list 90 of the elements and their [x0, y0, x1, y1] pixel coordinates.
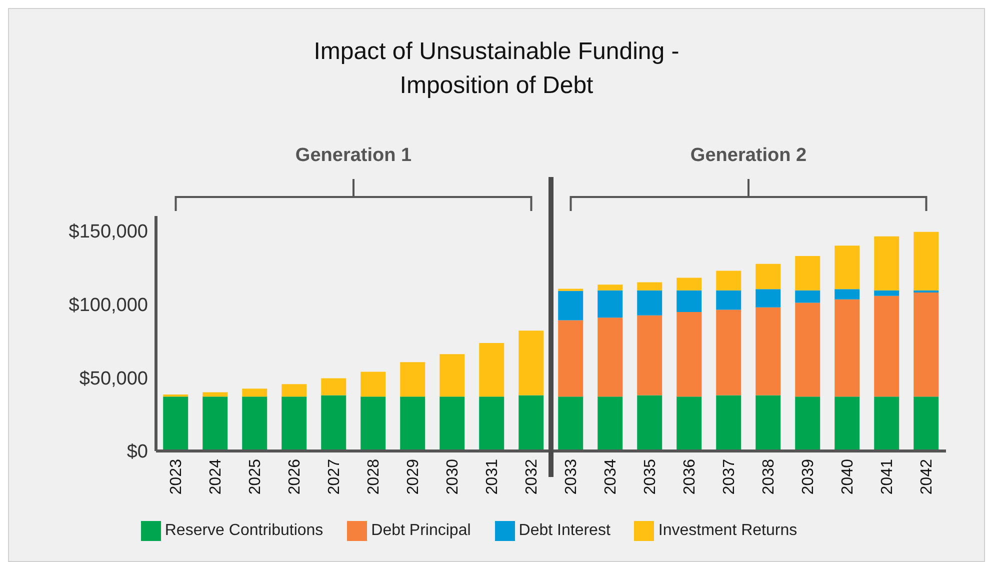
bar [676, 396, 702, 451]
x-tick-label: 2037 [721, 458, 738, 495]
bar [242, 396, 268, 451]
legend-label: Debt Interest [518, 522, 610, 540]
bar [637, 282, 662, 290]
bar [558, 396, 584, 451]
bar [400, 396, 426, 451]
y-tick-label: $0 [126, 442, 148, 463]
bar [676, 312, 702, 397]
bar [440, 396, 465, 451]
bar [795, 256, 820, 290]
y-tick-label: $150,000 [68, 221, 148, 242]
bar [716, 395, 742, 451]
bar [716, 310, 742, 396]
bar [400, 362, 426, 397]
x-tick-label: 2041 [879, 458, 896, 495]
bar [874, 236, 900, 290]
x-tick-label: 2034 [602, 458, 620, 495]
bar [202, 396, 228, 451]
bar [716, 290, 742, 310]
bar [360, 396, 386, 451]
bar [914, 292, 939, 397]
bar [756, 264, 781, 290]
bar [637, 315, 662, 396]
bar [874, 296, 900, 397]
x-tick-label: 2029 [405, 458, 422, 495]
bar [795, 302, 820, 397]
bar [598, 284, 623, 290]
text: Generation 1 [295, 145, 412, 166]
x-tick-label: 2030 [444, 458, 462, 495]
bar [756, 289, 781, 308]
bar [834, 246, 860, 290]
bar [756, 307, 781, 396]
x-tick-label: 2033 [563, 458, 580, 495]
x-tick-label: 2023 [168, 458, 186, 495]
bar [202, 392, 228, 397]
bar [676, 290, 702, 312]
bar [518, 395, 544, 451]
bar [795, 396, 820, 451]
x-tick-label: 2025 [247, 458, 264, 495]
x-tick-label: 2026 [286, 458, 304, 495]
bar [834, 299, 860, 397]
bar [795, 290, 820, 303]
bar [321, 395, 346, 451]
bar [321, 378, 346, 396]
bar [479, 343, 504, 397]
x-tick-label: 2038 [760, 458, 778, 495]
y-tick-label: $100,000 [68, 294, 148, 316]
bar [914, 396, 939, 451]
bar [598, 290, 623, 318]
text: Generation 2 [690, 145, 807, 166]
bar [914, 232, 939, 290]
bar [282, 396, 307, 451]
bar [874, 396, 900, 451]
x-tick-label: 2042 [918, 458, 936, 495]
bar [440, 354, 465, 397]
x-tick-label: 2031 [484, 458, 502, 495]
x-tick-label: 2036 [682, 458, 699, 495]
x-tick-label: 2039 [800, 458, 818, 495]
bar [914, 290, 939, 293]
legend-label: Reserve Contributions [164, 522, 324, 540]
chart-title: Impact of Unsustainable Funding - Imposition of Debt [312, 37, 680, 101]
x-tick-label: 2040 [840, 458, 857, 495]
bar [163, 394, 188, 397]
legend-label: Investment Returns [658, 522, 798, 540]
bar [163, 396, 188, 451]
bar [598, 396, 623, 451]
x-tick-label: 2024 [208, 458, 225, 495]
bar [558, 290, 584, 320]
bar [282, 384, 307, 397]
x-tick-label: 2027 [326, 458, 344, 495]
bar [558, 320, 584, 397]
bar [756, 395, 781, 451]
bar [242, 388, 268, 397]
bar [598, 318, 623, 397]
bar [676, 278, 702, 290]
bar [518, 330, 544, 396]
bar [874, 290, 900, 296]
x-tick-label: 2035 [642, 458, 660, 495]
bar [834, 396, 860, 451]
bar [479, 396, 504, 451]
x-tick-label: 2032 [524, 458, 541, 495]
x-tick-label: 2028 [366, 458, 383, 495]
bar [834, 289, 860, 300]
bar [637, 395, 662, 451]
y-tick-label: $50,000 [79, 368, 148, 390]
legend-label: Debt Principal [371, 522, 471, 540]
bar [637, 290, 662, 316]
bar [716, 270, 742, 290]
bar [360, 372, 386, 397]
